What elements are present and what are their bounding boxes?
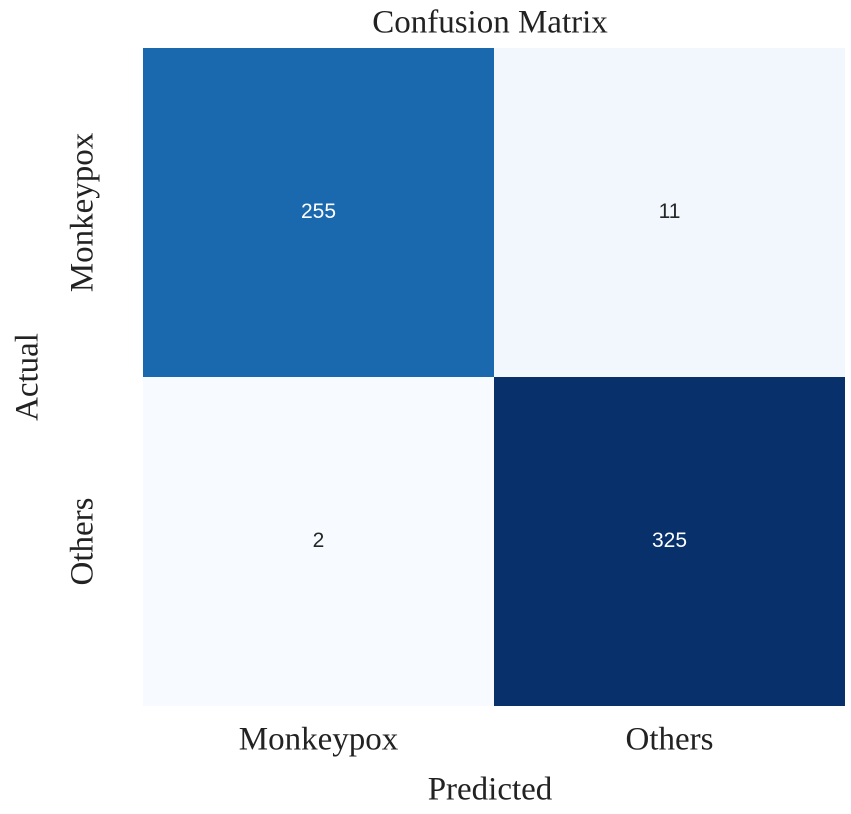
chart-title: Confusion Matrix	[372, 5, 608, 41]
cell-label: 255	[301, 200, 336, 223]
heatmap-cell	[143, 48, 494, 377]
heatmap-cell	[494, 48, 845, 377]
cell-label: 2	[313, 529, 325, 552]
cell-label: 11	[659, 200, 681, 223]
heatmap-cell	[143, 377, 494, 706]
y-axis-label: Actual	[10, 333, 46, 421]
x-axis-label: Predicted	[428, 772, 553, 808]
y-tick-label: Monkeypox	[65, 132, 101, 292]
x-tick-label: Others	[626, 722, 714, 758]
y-tick-label: Others	[65, 498, 101, 586]
cell-label: 325	[652, 529, 687, 552]
x-tick-label: Monkeypox	[239, 722, 399, 758]
heatmap-cell	[494, 377, 845, 706]
